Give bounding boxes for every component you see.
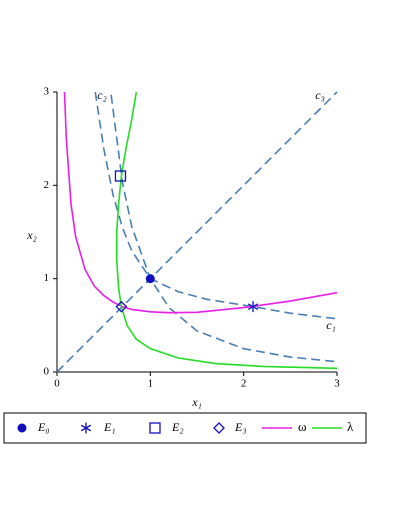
line xyxy=(63,91,338,314)
x-tick-label: 0 xyxy=(54,378,60,390)
legend-label: E₂ xyxy=(171,420,184,434)
nullcline-curve xyxy=(94,91,338,320)
curve-label: c₁ xyxy=(326,318,336,332)
legend-label: E₃ xyxy=(234,420,247,434)
legend-marker xyxy=(149,422,161,434)
y-axis-label: x₂ xyxy=(26,228,37,242)
legend-label: E₀ xyxy=(37,420,50,434)
curve-label: c₂ xyxy=(97,88,107,102)
legend-box xyxy=(3,412,367,444)
legend-marker xyxy=(213,422,225,434)
equilibrium-point xyxy=(247,301,259,313)
y-tick-label: 2 xyxy=(44,179,50,191)
equilibrium-point xyxy=(114,170,127,182)
y-tick-label: 0 xyxy=(44,366,50,378)
legend-label: λ xyxy=(347,419,354,434)
y-tick-label: 1 xyxy=(44,272,50,284)
x-axis-label: x₁ xyxy=(191,395,202,409)
x-tick-label: 3 xyxy=(334,378,340,390)
legend-label: ω xyxy=(298,419,307,434)
y-tick-label: 3 xyxy=(44,86,50,98)
equilibrium-point xyxy=(115,300,128,313)
legend-marker xyxy=(17,423,27,433)
nullcline-curve xyxy=(56,91,338,373)
x-tick-label: 2 xyxy=(241,378,247,390)
equilibrium-point xyxy=(145,274,155,284)
nullcline-curve xyxy=(110,94,338,363)
curve-label: c₃ xyxy=(315,88,325,102)
legend-label: E₁ xyxy=(103,420,116,434)
line xyxy=(115,91,338,370)
x-tick-label: 1 xyxy=(148,378,154,390)
legend-marker xyxy=(80,422,92,434)
